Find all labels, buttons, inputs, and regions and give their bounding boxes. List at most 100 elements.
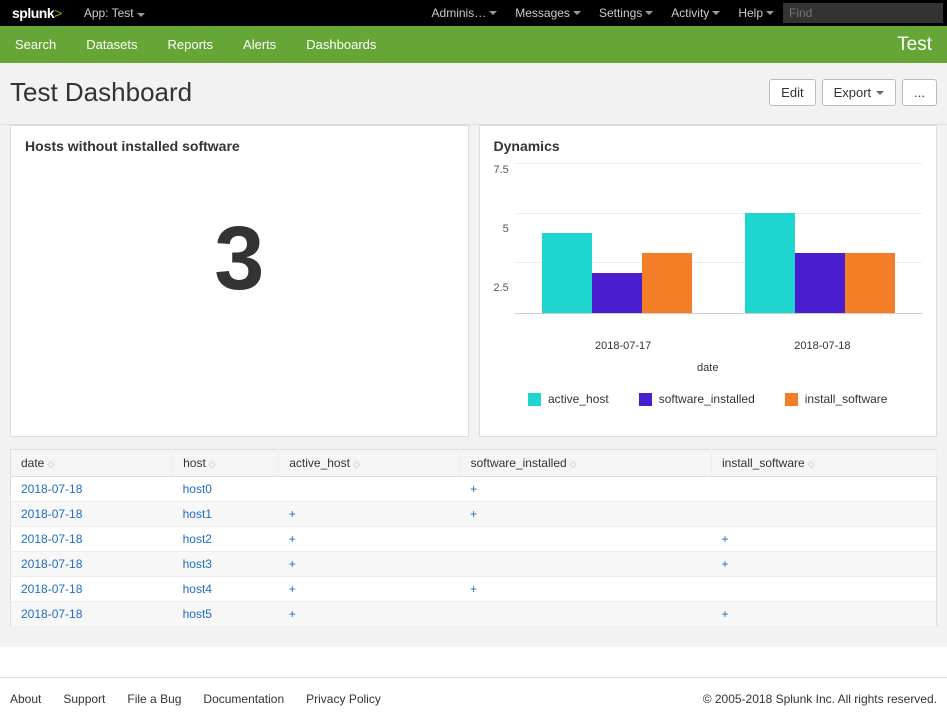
export-button[interactable]: Export <box>822 79 897 106</box>
table-body: 2018-07-18host0+2018-07-18host1++2018-07… <box>11 477 937 627</box>
chevron-down-icon <box>712 11 720 15</box>
table-cell[interactable]: host4 <box>173 577 279 602</box>
app-name: Test <box>882 34 947 56</box>
bar[interactable] <box>642 253 692 313</box>
legend-swatch <box>785 393 798 406</box>
x-axis-title: date <box>494 362 923 374</box>
panel-dynamics: Dynamics 7.5 5 2.5 2018-07-172018-07-18 … <box>479 125 938 437</box>
legend-item[interactable]: software_installed <box>639 392 755 406</box>
edit-button[interactable]: Edit <box>769 79 815 106</box>
nav-datasets[interactable]: Datasets <box>71 37 152 52</box>
chevron-down-icon <box>876 91 884 95</box>
table-cell[interactable]: host2 <box>173 527 279 552</box>
copyright: © 2005-2018 Splunk Inc. All rights reser… <box>703 692 937 706</box>
table-cell[interactable]: host3 <box>173 552 279 577</box>
table-cell[interactable]: host0 <box>173 477 279 502</box>
results-table: date◇host◇active_host◇software_installed… <box>10 449 937 627</box>
footer: About Support File a Bug Documentation Priva… <box>0 677 947 720</box>
chevron-down-icon <box>645 11 653 15</box>
table-cell: + <box>279 577 460 602</box>
table-header-cell[interactable]: date◇ <box>11 450 173 477</box>
page-title: Test Dashboard <box>10 77 763 108</box>
nav-search[interactable]: Search <box>0 37 71 52</box>
bar[interactable] <box>845 253 895 313</box>
table-cell[interactable]: 2018-07-18 <box>11 527 173 552</box>
footer-links: About Support File a Bug Documentation Priva… <box>10 692 403 706</box>
sort-icon: ◇ <box>209 459 216 469</box>
plot-area <box>515 164 922 314</box>
panel-title: Hosts without installed software <box>25 138 454 154</box>
table-header-cell[interactable]: software_installed◇ <box>460 450 711 477</box>
bar[interactable] <box>745 213 795 313</box>
legend-swatch <box>639 393 652 406</box>
legend-label: software_installed <box>659 392 755 406</box>
x-tick-label: 2018-07-18 <box>794 340 850 352</box>
legend-item[interactable]: active_host <box>528 392 609 406</box>
table-row: 2018-07-18host1++ <box>11 502 937 527</box>
table-cell: + <box>460 577 711 602</box>
menu-help[interactable]: Help <box>729 6 783 20</box>
content: Hosts without installed software 3 Dynam… <box>0 125 947 647</box>
table-row: 2018-07-18host0 + <box>11 477 937 502</box>
table-header-cell[interactable]: install_software◇ <box>711 450 936 477</box>
table-header-row: date◇host◇active_host◇software_installed… <box>11 450 937 477</box>
chevron-down-icon <box>573 11 581 15</box>
menu-settings[interactable]: Settings <box>590 6 662 20</box>
table-cell: + <box>279 602 460 627</box>
footer-link[interactable]: About <box>10 692 41 706</box>
title-row: Test Dashboard Edit Export ... <box>0 63 947 125</box>
nav-reports[interactable]: Reports <box>153 37 229 52</box>
table-cell: + <box>460 477 711 502</box>
menu-admin[interactable]: Adminis… <box>423 6 507 20</box>
table-cell <box>279 477 460 502</box>
table-row: 2018-07-18host4++ <box>11 577 937 602</box>
legend-swatch <box>528 393 541 406</box>
chevron-down-icon <box>137 13 145 17</box>
table-cell <box>711 577 936 602</box>
table-header-cell[interactable]: host◇ <box>173 450 279 477</box>
footer-link[interactable]: Support <box>63 692 105 706</box>
footer-link[interactable]: Documentation <box>203 692 284 706</box>
table-row: 2018-07-18host3++ <box>11 552 937 577</box>
table-cell <box>460 527 711 552</box>
sort-icon: ◇ <box>808 459 815 469</box>
legend-item[interactable]: install_software <box>785 392 888 406</box>
bar[interactable] <box>795 253 845 313</box>
logo[interactable]: splunk> <box>0 5 74 21</box>
x-tick-label: 2018-07-17 <box>595 340 651 352</box>
app-nav: Search Datasets Reports Alerts Dashboard… <box>0 26 947 63</box>
chevron-down-icon <box>489 11 497 15</box>
table-cell <box>460 602 711 627</box>
nav-dashboards[interactable]: Dashboards <box>291 37 391 52</box>
menu-messages[interactable]: Messages <box>506 6 590 20</box>
single-value: 3 <box>25 164 454 424</box>
table-cell <box>460 552 711 577</box>
table-cell[interactable]: 2018-07-18 <box>11 602 173 627</box>
topbar: splunk> App: Test Adminis… Messages Sett… <box>0 0 947 26</box>
table-header-cell[interactable]: active_host◇ <box>279 450 460 477</box>
app-selector[interactable]: App: Test <box>74 6 155 20</box>
bar-chart: 7.5 5 2.5 <box>494 164 923 334</box>
bar[interactable] <box>592 273 642 313</box>
table-cell: + <box>279 502 460 527</box>
bar[interactable] <box>542 233 592 313</box>
table-cell: + <box>711 602 936 627</box>
panel-hosts-without-software: Hosts without installed software 3 <box>10 125 469 437</box>
x-axis-labels: 2018-07-17 2018-07-18 <box>494 340 923 352</box>
nav-alerts[interactable]: Alerts <box>228 37 291 52</box>
table-cell[interactable]: 2018-07-18 <box>11 477 173 502</box>
table-cell: + <box>279 527 460 552</box>
footer-link[interactable]: Privacy Policy <box>306 692 381 706</box>
table-cell[interactable]: host1 <box>173 502 279 527</box>
find-input[interactable] <box>783 3 943 23</box>
table-cell[interactable]: 2018-07-18 <box>11 502 173 527</box>
table-cell[interactable]: 2018-07-18 <box>11 577 173 602</box>
menu-activity[interactable]: Activity <box>662 6 729 20</box>
table-cell[interactable]: 2018-07-18 <box>11 552 173 577</box>
sort-icon: ◇ <box>353 459 360 469</box>
footer-link[interactable]: File a Bug <box>127 692 181 706</box>
table-cell[interactable]: host5 <box>173 602 279 627</box>
sort-icon: ◇ <box>47 459 54 469</box>
more-button[interactable]: ... <box>902 79 937 106</box>
chart-legend: active_host software_installed install_sof… <box>494 392 923 406</box>
